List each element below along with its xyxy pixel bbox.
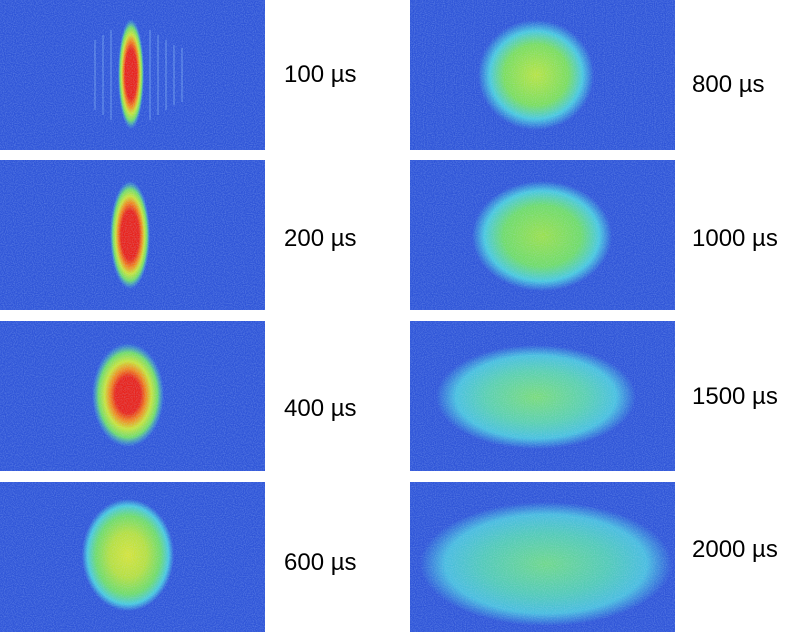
time-label-600us: 600 µs <box>284 549 357 576</box>
absorption-image-100us <box>0 0 265 150</box>
image-panel-1500us <box>410 321 675 471</box>
image-panel-800us <box>410 0 675 150</box>
absorption-image-800us <box>410 0 675 150</box>
absorption-image-1500us <box>410 321 675 471</box>
time-label-200us: 200 µs <box>284 225 357 252</box>
time-label-400us: 400 µs <box>284 395 357 422</box>
absorption-image-1000us <box>410 160 675 310</box>
absorption-image-200us <box>0 160 265 310</box>
absorption-image-400us <box>0 321 265 471</box>
absorption-image-600us <box>0 482 265 632</box>
absorption-image-2000us <box>410 482 675 632</box>
image-panel-400us <box>0 321 265 471</box>
image-panel-1000us <box>410 160 675 310</box>
time-label-2000us: 2000 µs <box>692 536 778 563</box>
image-panel-2000us <box>410 482 675 632</box>
time-label-100us: 100 µs <box>284 61 357 88</box>
image-panel-100us <box>0 0 265 150</box>
image-panel-200us <box>0 160 265 310</box>
time-label-1500us: 1500 µs <box>692 383 778 410</box>
time-label-1000us: 1000 µs <box>692 225 778 252</box>
time-label-800us: 800 µs <box>692 71 765 98</box>
image-panel-600us <box>0 482 265 632</box>
